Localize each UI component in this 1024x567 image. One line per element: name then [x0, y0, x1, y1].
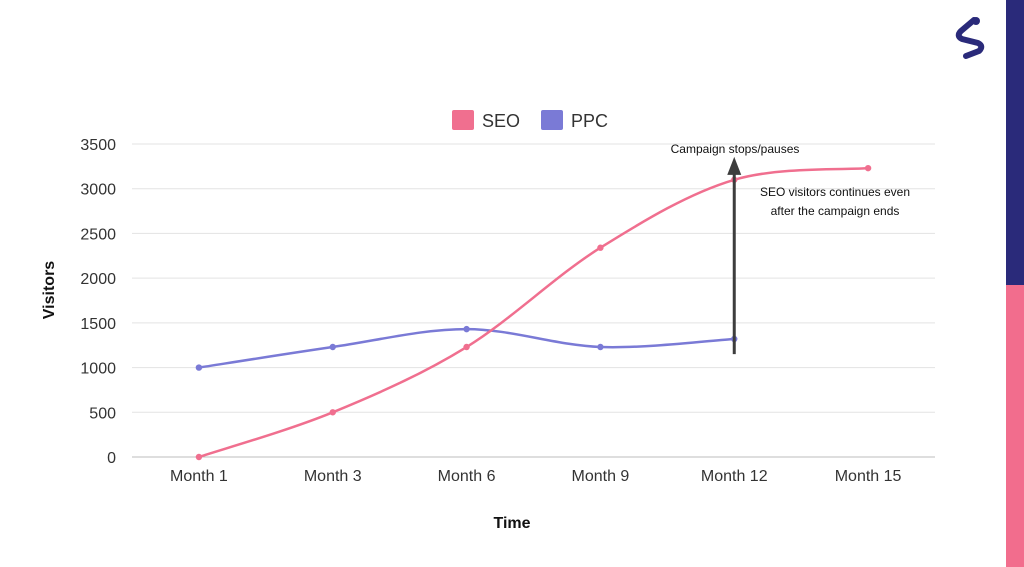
- x-axis-ticks: Month 1 Month 3 Month 6 Month 9 Month 12 Mont…: [170, 468, 902, 485]
- legend-label-seo: SEO: [482, 111, 520, 131]
- data-point-ppc: [329, 343, 336, 351]
- data-point-ppc: [597, 343, 604, 351]
- y-tick-label: 1500: [80, 316, 116, 333]
- x-axis-title: Time: [493, 515, 530, 532]
- x-tick-label: Month 3: [304, 468, 362, 485]
- side-strip-navy: [1006, 0, 1024, 285]
- y-tick-label: 0: [107, 450, 116, 467]
- side-strip-pink: [1006, 285, 1024, 567]
- data-point-seo: [864, 164, 872, 172]
- annotations: Campaign stops/pauses SEO visitors conti…: [671, 142, 910, 355]
- legend: SEO PPC: [452, 110, 608, 131]
- legend-swatch-ppc: [541, 110, 563, 130]
- arrow-label: Campaign stops/pauses: [671, 142, 800, 156]
- data-point-seo: [463, 343, 470, 351]
- x-tick-label: Month 6: [438, 468, 496, 485]
- y-tick-label: 500: [89, 405, 116, 422]
- series-line-seo: [197, 166, 870, 459]
- data-point-seo: [195, 453, 203, 461]
- arrow-head-icon: [727, 156, 742, 175]
- x-tick-label: Month 12: [701, 468, 768, 485]
- y-tick-label: 3500: [80, 137, 116, 154]
- y-tick-label: 2000: [80, 271, 116, 288]
- x-tick-label: Month 15: [835, 468, 902, 485]
- x-tick-label: Month 1: [170, 468, 228, 485]
- gridlines: [132, 143, 935, 458]
- legend-swatch-seo: [452, 110, 474, 130]
- brand-s-logo-icon: [955, 17, 985, 59]
- y-tick-label: 3000: [80, 182, 116, 199]
- note-line-2: after the campaign ends: [771, 204, 900, 218]
- legend-label-ppc: PPC: [571, 111, 608, 131]
- data-point-ppc: [195, 364, 203, 371]
- y-tick-label: 2500: [80, 226, 116, 243]
- x-tick-label: Month 9: [572, 468, 630, 485]
- note-line-1: SEO visitors continues even: [760, 185, 910, 199]
- y-axis-ticks: 0 500 1000 1500 2000 2500 3000 3500: [80, 137, 116, 467]
- data-point-seo: [329, 409, 336, 416]
- series-lines: [195, 164, 872, 461]
- y-tick-label: 1000: [80, 361, 116, 378]
- data-point-ppc: [463, 325, 470, 333]
- data-point-seo: [597, 244, 604, 251]
- y-axis-title: Visitors: [41, 261, 58, 320]
